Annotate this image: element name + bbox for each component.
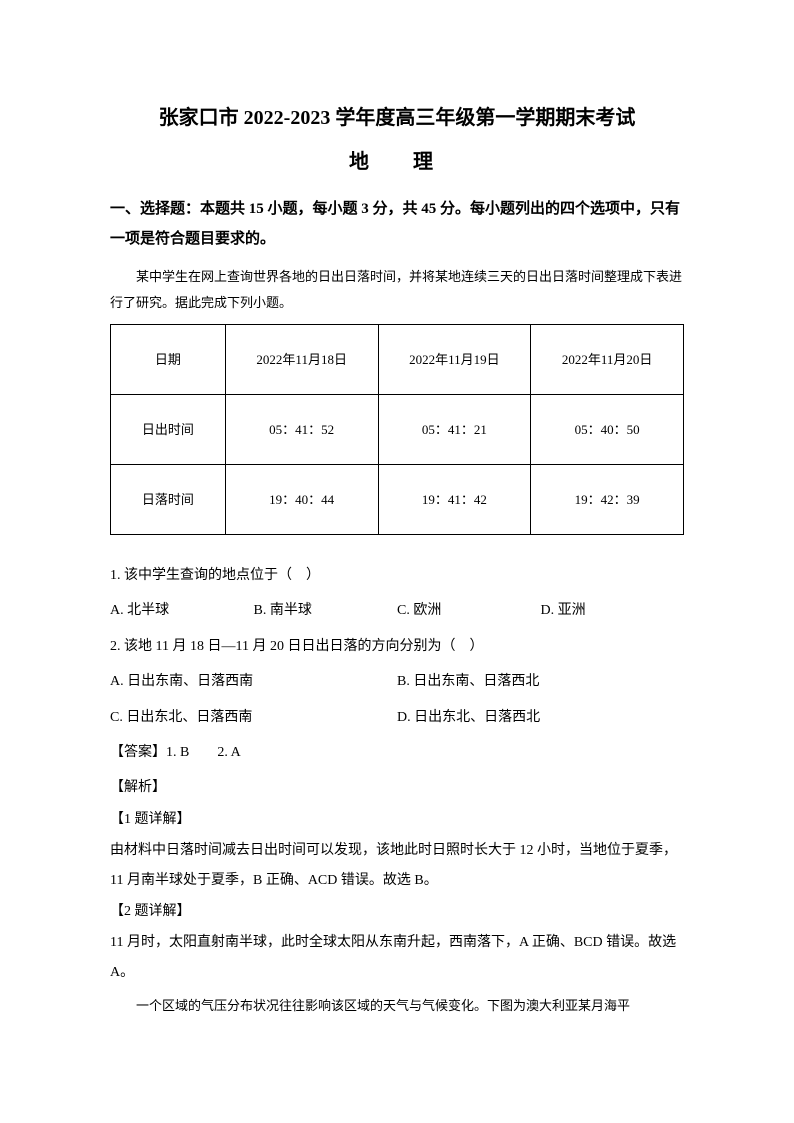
- analysis-q2-text: 11 月时，太阳直射南半球，此时全球太阳从东南升起，西南落下，A 正确、BCD …: [110, 928, 684, 987]
- analysis-header: 【解析】: [110, 773, 684, 802]
- question-context-2: 一个区域的气压分布状况往往影响该区域的天气与气候变化。下图为澳大利亚某月海平: [110, 993, 684, 1019]
- question-2-options-row1: A. 日出东南、日落西南 B. 日出东南、日落西北: [110, 667, 684, 696]
- table-cell-row2-c2: 19：41：42: [378, 465, 531, 535]
- table-row: 日出时间 05：41：52 05：41：21 05：40：50: [111, 395, 684, 465]
- analysis-q1-text: 由材料中日落时间减去日出时间可以发现，该地此时日照时长大于 12 小时，当地位于…: [110, 836, 684, 895]
- question-context-1: 某中学生在网上查询世界各地的日出日落时间，并将某地连续三天的日出日落时间整理成下…: [110, 264, 684, 316]
- exam-title: 张家口市 2022-2023 学年度高三年级第一学期期末考试: [110, 100, 684, 136]
- option-1a: A. 北半球: [110, 596, 254, 625]
- table-cell-row1-c2: 05：41：21: [378, 395, 531, 465]
- answers: 【答案】1. B 2. A: [110, 738, 684, 767]
- table-row: 日落时间 19：40：44 19：41：42 19：42：39: [111, 465, 684, 535]
- section-heading: 一、选择题：本题共 15 小题，每小题 3 分，共 45 分。每小题列出的四个选…: [110, 194, 684, 254]
- table-cell-row2-c1: 19：40：44: [225, 465, 378, 535]
- subject-title: 地 理: [110, 144, 684, 180]
- table-cell-row2-label: 日落时间: [111, 465, 226, 535]
- question-2-stem: 2. 该地 11 月 18 日—11 月 20 日日出日落的方向分别为（ ）: [110, 632, 684, 661]
- table-cell-row1-label: 日出时间: [111, 395, 226, 465]
- analysis-q2-header: 【2 题详解】: [110, 897, 684, 926]
- question-1-stem: 1. 该中学生查询的地点位于（ ）: [110, 561, 684, 590]
- option-2c: C. 日出东北、日落西南: [110, 703, 397, 732]
- option-1c: C. 欧洲: [397, 596, 541, 625]
- question-1-options: A. 北半球 B. 南半球 C. 欧洲 D. 亚洲: [110, 596, 684, 625]
- option-2d: D. 日出东北、日落西北: [397, 703, 684, 732]
- option-2b: B. 日出东南、日落西北: [397, 667, 684, 696]
- data-table: 日期 2022年11月18日 2022年11月19日 2022年11月20日 日…: [110, 324, 684, 535]
- option-1d: D. 亚洲: [541, 596, 685, 625]
- analysis-q1-header: 【1 题详解】: [110, 805, 684, 834]
- table-cell-header-c3: 2022年11月20日: [531, 325, 684, 395]
- table-cell-row2-c3: 19：42：39: [531, 465, 684, 535]
- table-cell-header-c1: 2022年11月18日: [225, 325, 378, 395]
- table-cell-row1-c3: 05：40：50: [531, 395, 684, 465]
- table-cell-header-c2: 2022年11月19日: [378, 325, 531, 395]
- table-row: 日期 2022年11月18日 2022年11月19日 2022年11月20日: [111, 325, 684, 395]
- question-2-options-row2: C. 日出东北、日落西南 D. 日出东北、日落西北: [110, 703, 684, 732]
- table-cell-row1-c1: 05：41：52: [225, 395, 378, 465]
- option-1b: B. 南半球: [254, 596, 398, 625]
- option-2a: A. 日出东南、日落西南: [110, 667, 397, 696]
- analysis-block: 【解析】 【1 题详解】 由材料中日落时间减去日出时间可以发现，该地此时日照时长…: [110, 773, 684, 987]
- table-cell-header-label: 日期: [111, 325, 226, 395]
